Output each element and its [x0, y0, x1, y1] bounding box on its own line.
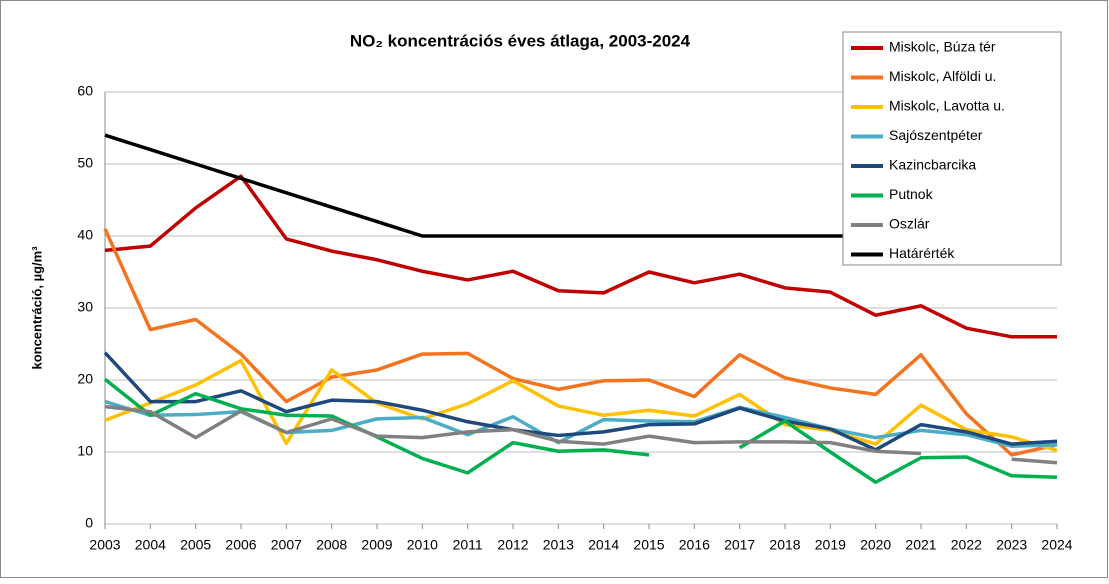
- y-axis-label: koncentráció, µg/m³: [29, 246, 44, 370]
- x-tick-label: 2006: [225, 537, 256, 553]
- x-tick-label: 2022: [951, 537, 982, 553]
- series-line: [1011, 457, 1058, 465]
- y-tick-label: 50: [77, 155, 93, 171]
- x-tick-label: 2018: [769, 537, 800, 553]
- chart-title: NO₂ koncentrációs éves átlaga, 2003-2024: [350, 31, 691, 50]
- x-tick-label: 2004: [135, 537, 166, 553]
- x-tick-label: 2009: [361, 537, 392, 553]
- legend-label: Miskolc, Lavotta u.: [889, 98, 1005, 114]
- x-tick-label: 2008: [316, 537, 347, 553]
- legend-box: [842, 31, 1062, 266]
- x-tick-label: 2011: [453, 537, 483, 553]
- y-tick-label: 20: [77, 371, 93, 387]
- x-tick-label: 2021: [905, 537, 936, 553]
- x-tick-label: 2019: [815, 537, 846, 553]
- legend-label: Határérték: [889, 245, 955, 261]
- series-line: [104, 404, 922, 456]
- x-tick-label: 2005: [180, 537, 211, 553]
- x-tick-label: 2017: [724, 537, 755, 553]
- x-tick-label: 2003: [89, 537, 120, 553]
- y-tick-label: 0: [85, 515, 93, 531]
- legend-label: Miskolc, Alföldi u.: [889, 68, 996, 84]
- legend-label: Sajószentpéter: [889, 127, 983, 143]
- x-tick-label: 2015: [633, 537, 664, 553]
- x-tick-label: 2012: [497, 537, 528, 553]
- x-tick-label: 2014: [588, 537, 619, 553]
- x-tick-label: 2007: [271, 537, 302, 553]
- series-line: [738, 419, 1058, 484]
- y-tick-label: 40: [77, 227, 93, 243]
- x-tick-label: 2016: [679, 537, 710, 553]
- legend-label: Miskolc, Búza tér: [889, 39, 996, 55]
- series-line: [104, 174, 1057, 339]
- legend-label: Kazincbarcika: [889, 157, 976, 173]
- x-tick-label: 2010: [407, 537, 438, 553]
- x-tick-label: 2020: [860, 537, 891, 553]
- x-tick-label: 2023: [996, 537, 1027, 553]
- series-line: [103, 351, 1058, 452]
- x-tick-label: 2013: [543, 537, 574, 553]
- y-tick-label: 10: [77, 443, 93, 459]
- legend-label: Putnok: [889, 186, 934, 202]
- y-tick-label: 30: [77, 299, 93, 315]
- legend-label: Oszlár: [889, 216, 930, 232]
- x-tick-label: 2024: [1041, 537, 1072, 553]
- y-tick-label: 60: [77, 83, 93, 99]
- series-line: [103, 228, 1058, 457]
